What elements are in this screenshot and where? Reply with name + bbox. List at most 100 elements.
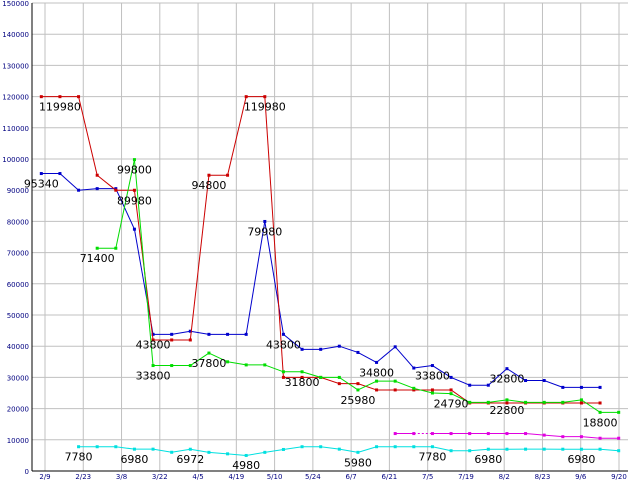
- red-data-point: [263, 95, 267, 99]
- data-label: 43800: [136, 338, 171, 351]
- green-data-point: [114, 246, 118, 250]
- red-series-segment: [320, 376, 340, 385]
- green-data-point: [561, 400, 565, 404]
- cyan-data-point: [95, 445, 99, 449]
- y-tick-label: 120000: [2, 94, 29, 102]
- blue-series-segment: [78, 188, 98, 191]
- magenta-data-point: [579, 435, 583, 439]
- y-tick-label: 0: [25, 468, 29, 476]
- blue-series: [39, 172, 602, 389]
- cyan-data-point: [449, 449, 453, 453]
- cyan-data-point: [617, 449, 621, 453]
- cyan-data-point: [300, 445, 304, 449]
- x-tick-label: 5/10: [267, 473, 283, 480]
- green-data-point: [151, 364, 155, 368]
- cyan-series-segment: [283, 446, 303, 450]
- magenta-data-point: [430, 432, 434, 436]
- green-series-segment: [395, 380, 414, 389]
- green-series-segment: [115, 159, 135, 249]
- cyan-series-segment: [246, 451, 265, 456]
- y-tick-label: 90000: [7, 187, 29, 195]
- cyan-data-point: [263, 450, 267, 454]
- blue-series-segment: [264, 221, 284, 335]
- blue-data-point: [244, 332, 248, 336]
- blue-data-point: [226, 332, 230, 336]
- cyan-data-point: [412, 445, 416, 449]
- blue-data-point: [188, 329, 192, 333]
- cyan-data-point: [542, 447, 546, 451]
- x-tick-label: 9/20: [611, 473, 627, 480]
- red-data-point: [77, 95, 81, 99]
- blue-data-point: [412, 366, 416, 370]
- green-data-point: [505, 398, 509, 402]
- magenta-data-point: [505, 432, 509, 436]
- cyan-data-point: [132, 447, 136, 451]
- cyan-series-segment: [320, 446, 340, 450]
- blue-series-segment: [320, 345, 340, 350]
- cyan-data-point: [486, 447, 490, 451]
- red-series-segment: [264, 96, 284, 378]
- y-tick-label: 80000: [7, 218, 29, 226]
- red-data-point: [337, 382, 341, 386]
- blue-data-point: [561, 385, 565, 389]
- red-data-point: [300, 375, 304, 379]
- blue-series-segment: [171, 330, 191, 335]
- magenta-series: [393, 432, 621, 440]
- red-data-point: [226, 173, 230, 177]
- red-data-point: [598, 401, 602, 405]
- cyan-data-point: [244, 453, 248, 457]
- y-tick-label: 140000: [2, 31, 29, 39]
- green-data-point: [375, 379, 379, 383]
- data-label: 6980: [474, 453, 502, 466]
- data-label: 6980: [567, 453, 595, 466]
- blue-series-segment: [190, 330, 210, 335]
- blue-data-point: [430, 364, 434, 368]
- data-label: 79980: [247, 225, 282, 238]
- red-data-point: [188, 338, 192, 342]
- y-tick-label: 40000: [7, 343, 29, 351]
- x-tick-label: 2/23: [75, 473, 91, 480]
- green-data-point: [356, 388, 360, 392]
- green-data-point: [263, 363, 267, 367]
- green-data-point: [281, 370, 285, 374]
- x-tick-label: 5/24: [305, 473, 321, 480]
- green-data-point: [449, 392, 453, 396]
- y-tick-label: 60000: [7, 281, 29, 289]
- green-series-segment: [450, 393, 470, 403]
- magenta-data-point: [412, 432, 416, 436]
- blue-series-segment: [450, 376, 470, 386]
- red-series-segment: [189, 175, 210, 341]
- data-label: 24790: [434, 398, 469, 411]
- green-data-point: [598, 410, 602, 414]
- blue-data-point: [95, 187, 99, 191]
- red-data-point: [449, 388, 453, 392]
- green-data-point: [95, 246, 99, 250]
- red-series-segment: [96, 174, 117, 191]
- blue-series-segment: [59, 173, 79, 191]
- blue-data-point: [505, 367, 509, 371]
- data-label: 71400: [80, 252, 115, 265]
- green-data-point: [468, 400, 472, 404]
- data-label: 6980: [120, 453, 148, 466]
- blue-data-point: [132, 227, 136, 231]
- cyan-series-segment: [469, 448, 489, 452]
- blue-data-point: [524, 379, 528, 383]
- cyan-series-segment: [208, 451, 228, 455]
- red-data-point: [207, 173, 211, 177]
- cyan-data-point: [393, 445, 397, 449]
- data-label: 25980: [340, 394, 375, 407]
- red-data-point: [58, 95, 62, 99]
- blue-data-point: [39, 172, 43, 176]
- blue-data-point: [337, 344, 341, 348]
- cyan-data-point: [505, 447, 509, 451]
- blue-data-point: [375, 360, 379, 364]
- red-data-point: [132, 188, 136, 192]
- x-tick-label: 9/6: [575, 473, 587, 480]
- cyan-series-segment: [190, 448, 210, 453]
- magenta-data-point: [393, 432, 397, 436]
- magenta-data-point: [598, 436, 602, 440]
- green-series-segment: [581, 399, 601, 413]
- red-data-point: [375, 388, 379, 392]
- red-data-point: [505, 401, 509, 405]
- data-label: 34800: [359, 366, 394, 379]
